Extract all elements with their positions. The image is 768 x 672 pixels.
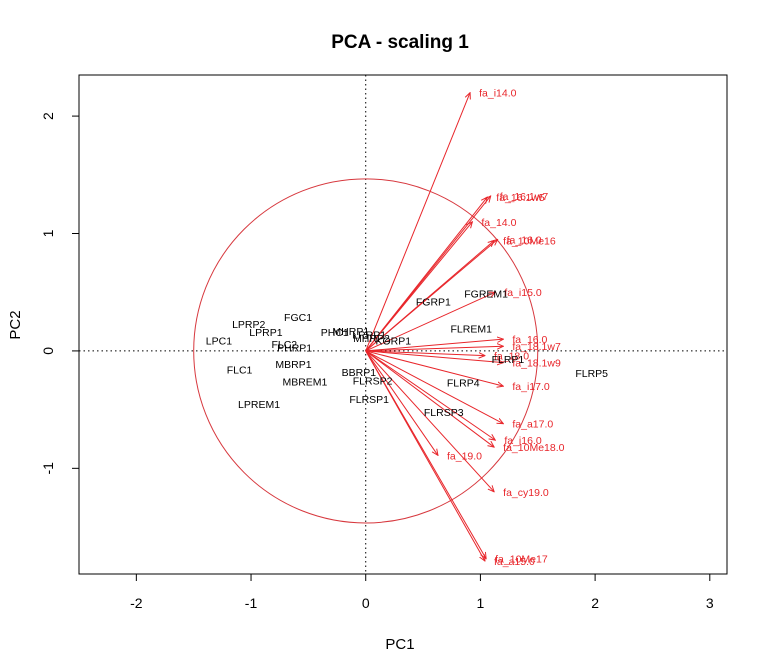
site-label: MBREM1 (282, 376, 327, 388)
y-tick-label-0: -1 (40, 462, 56, 475)
site-label: FLRP5 (575, 368, 608, 380)
reference-lines (79, 75, 727, 574)
site-label: FLRP1 (492, 354, 525, 366)
arrow-line (365, 292, 496, 352)
arrow-line (365, 350, 496, 440)
x-axis-label: PC1 (385, 636, 414, 653)
species-arrow-fa-10me16: fa_10Me16 (365, 236, 556, 352)
species-label: fa_18.1w7 (512, 341, 561, 353)
species-label: fa_10Me18.0 (503, 442, 564, 454)
species-label: fa_18.1w9 (512, 358, 561, 370)
x-tick-label-0: -2 (130, 595, 143, 611)
site-label: FGC1 (284, 312, 312, 324)
species-label: fa_16.1w7 (500, 191, 549, 203)
site-label: LPRP2 (232, 319, 265, 331)
arrow-line (365, 339, 504, 352)
species-arrow-fa-14-0: fa_14.0 (365, 217, 517, 352)
arrow-line (365, 350, 485, 561)
species-arrow-fa-i17-0: fa_i17.0 (365, 350, 550, 393)
species-arrow-fa-i16-0: fa_i16.0 (365, 350, 542, 447)
arrow-line (365, 350, 494, 492)
x-tick-label-1: -1 (245, 595, 258, 611)
species-arrow-fa-18-1w9: fa_18.1w9 (365, 350, 561, 370)
site-label: LPREM1 (238, 399, 280, 411)
x-tick-label-5: 3 (706, 595, 714, 611)
arrow-line (365, 241, 494, 352)
site-label: MHRP2 (353, 333, 390, 345)
site-label: FLRSP1 (349, 394, 389, 406)
site-label: FGRP1 (416, 297, 451, 309)
species-arrow-fa-19-0: fa_19.0 (365, 350, 482, 462)
arrow-line (365, 346, 504, 352)
equilibrium-circle (193, 178, 539, 524)
arrow-line (365, 350, 485, 356)
species-label: fa_19.0 (447, 450, 482, 462)
species-label: fa_i17.0 (512, 381, 550, 393)
arrow-line (365, 350, 504, 386)
x-tick-label-3: 1 (477, 595, 485, 611)
site-label: BBRP1 (342, 367, 377, 379)
site-label: PHRP1 (277, 342, 312, 354)
site-label: KORP1 (375, 335, 411, 347)
species-label: fa_16.0 (507, 234, 542, 246)
site-label: FLRSP2 (353, 375, 393, 387)
species-label: fa_cy19.0 (503, 487, 549, 499)
species-arrow-fa-a17-0: fa_a17.0 (365, 350, 553, 431)
arrow-line (365, 350, 504, 363)
species-arrow-fa-18-1w7: fa_18.1w7 (365, 341, 561, 353)
arrow-line (365, 350, 494, 447)
site-label: LPC1 (206, 335, 232, 347)
species-label: fa_a17.0 (512, 419, 553, 431)
arrow-line (365, 222, 473, 352)
site-label: MHRP1 (332, 326, 369, 338)
site-label: MBRP1 (275, 359, 311, 371)
plot-frame (78, 74, 728, 575)
y-tick-label-2: 1 (40, 229, 56, 237)
species-label: fa_i16.0 (504, 435, 542, 447)
species-arrow-fa-i15-0: fa_i15.0 (365, 287, 542, 352)
x-tick-label-4: 2 (591, 595, 599, 611)
chart-title: PCA - scaling 1 (331, 32, 469, 53)
site-label: FGREM1 (464, 288, 508, 300)
species-label: fa_i14.0 (479, 88, 517, 100)
arrow-line (365, 350, 504, 424)
species-arrow-fa-i14-0: fa_i14.0 (365, 88, 517, 352)
species-label: fa_a15.0 (494, 556, 535, 568)
site-label: PHC1 (321, 327, 349, 339)
site-label: FLRSP3 (424, 407, 464, 419)
y-tick-label-1: 0 (40, 347, 56, 355)
site-label: FLRP4 (447, 378, 480, 390)
species-label: fa_16.0 (512, 334, 547, 346)
species-label: fa_10Me17 (495, 554, 548, 566)
y-tick-label-3: 2 (40, 112, 56, 120)
site-label: LRRP1 (352, 329, 386, 341)
species-label: fa_14.0 (481, 217, 516, 229)
arrow-line (365, 350, 438, 455)
species-arrow-fa-16-0: fa_16.0 (365, 334, 548, 352)
species-label: fa_i15.0 (504, 287, 542, 299)
species-arrow-fa-a15-0: fa_a15.0 (365, 350, 535, 568)
y-axis-label: PC2 (7, 310, 24, 339)
species-arrow-fa-10me18-0: fa_10Me18.0 (365, 350, 565, 454)
species-label: fa_10Me16 (503, 236, 556, 248)
site-label: LPRP1 (249, 327, 282, 339)
site-label: FLC1 (227, 365, 253, 377)
species-arrow-fa-cy19-0: fa_cy19.0 (365, 350, 549, 499)
axis-ticks: -2 -1 0 1 2 3 -1 0 1 2 (40, 112, 714, 611)
arrow-line (365, 93, 470, 352)
species-label: fa_16.1w5 (496, 192, 545, 204)
site-label: FLREM1 (451, 324, 493, 336)
x-tick-label-2: 0 (362, 595, 370, 611)
site-label: FLC2 (271, 339, 297, 351)
